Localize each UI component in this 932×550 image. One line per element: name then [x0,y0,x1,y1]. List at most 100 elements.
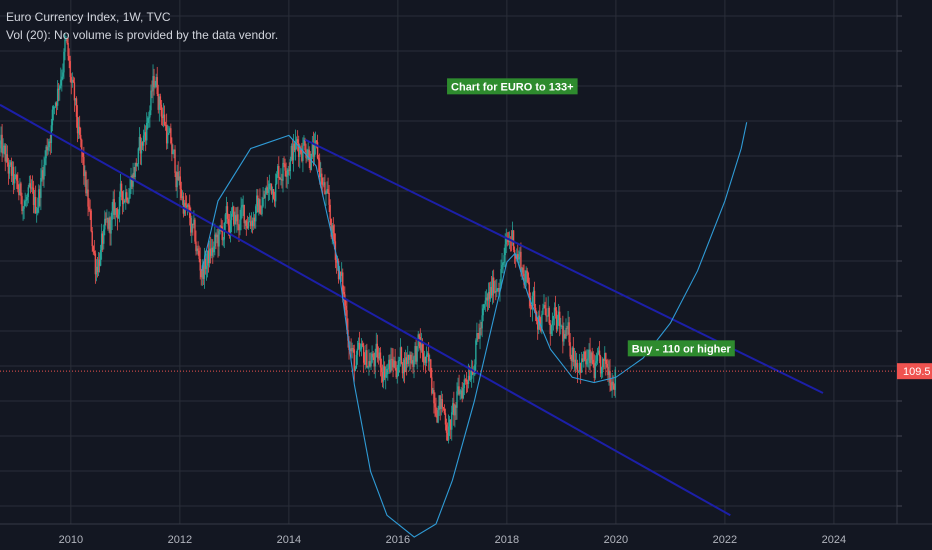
candle-body [304,139,306,151]
candle-body [298,143,300,157]
candle-body [126,192,128,200]
candle-body [395,367,397,378]
candle-body [207,250,210,264]
candle-body [486,297,489,301]
candle-body [410,354,412,364]
candle-body [369,361,371,367]
candle-body [43,164,45,180]
candle-body [448,419,451,427]
candle-body [299,149,301,157]
candle-body [42,170,44,180]
candle-body [601,358,604,368]
candle-body [84,171,86,176]
candle-body [358,342,361,350]
candle-body [27,187,29,197]
candle-body [414,345,416,357]
candle-body [353,349,355,372]
candle-body [600,367,603,374]
candle-body [211,247,213,256]
candle-body [224,214,227,223]
candle-body [81,139,83,152]
candle-body [460,390,462,392]
candle-body [53,106,56,108]
candle-body [229,220,232,236]
candle-body [425,354,428,363]
candle-body [396,375,398,378]
candle-body [90,210,92,232]
candle-body [146,122,148,141]
candle-body [549,323,551,334]
annotation-label: Buy - 110 or higher [627,340,735,357]
candle-body [322,184,324,186]
candle-body [69,61,71,78]
candle-body [240,207,242,220]
candle-body [106,218,108,220]
candle-body [579,362,582,373]
candle-body [95,266,98,275]
candle-body [463,379,466,389]
candle-body [167,134,169,144]
candle-body [324,182,326,195]
upper-channel-line [304,138,824,394]
candle-body [313,145,316,157]
candle-body [267,189,270,193]
candle-body [359,348,362,350]
candle-body [409,354,411,360]
candle-body [105,218,107,220]
candle-body [363,345,365,363]
candle-body [408,355,410,360]
candle-body [52,106,55,110]
chart-legend: Euro Currency Index, 1W, TVC Vol (20): N… [6,8,278,44]
candle-body [129,188,131,199]
candle-body [35,212,38,214]
candle-body [11,166,14,176]
candle-body [217,234,219,247]
candle-body [560,325,562,327]
candle-body [377,357,380,359]
candle-body [104,218,106,230]
candle-body [434,403,436,408]
candle-body [241,205,243,208]
candle-body [111,210,113,220]
candle-body [411,360,413,364]
candle-body [32,187,35,206]
candle-body [470,370,473,379]
candle-body [271,189,274,194]
candle-body [34,196,37,213]
candle-body [523,273,525,285]
candle-body [260,213,262,215]
candle-body [310,153,312,170]
candle-body [315,140,318,143]
candle-body [151,90,153,92]
candle-body [452,403,454,413]
candle-body [283,162,285,164]
candle-body [131,176,133,187]
candle-body [505,237,507,245]
candle-body [328,192,330,205]
candle-body [158,96,161,110]
x-tick-label: 2020 [604,534,628,546]
candle-body [9,162,12,165]
candle-body [292,143,295,161]
candle-body [200,270,202,278]
candle-body [214,234,216,247]
candle-body [520,251,522,273]
candle-body [249,221,252,226]
candle-body [342,272,344,292]
candle-body [352,348,354,350]
candle-body [413,356,415,367]
candle-body [596,354,599,362]
candle-body [0,144,1,149]
candle-body [587,358,589,361]
candle-body [611,381,613,391]
candle-body [550,325,553,334]
candle-body [439,395,441,409]
candle-body [339,271,342,276]
candle-body [119,183,122,197]
candle-body [477,333,479,334]
candle-body [87,189,89,207]
candle-body [513,249,516,256]
candle-body [38,189,40,209]
candle-body [245,220,248,227]
